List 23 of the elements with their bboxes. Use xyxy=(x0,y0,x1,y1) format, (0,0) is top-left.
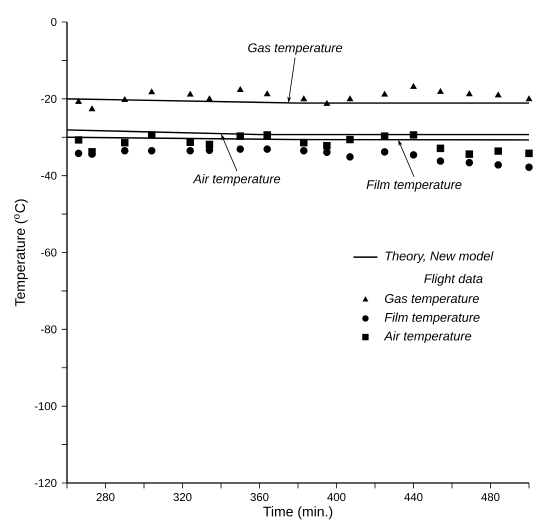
y-tick-label: -40 xyxy=(41,172,57,180)
y-tick-label: -20 xyxy=(41,94,57,103)
x-tick-label: 360 xyxy=(250,493,269,502)
y-tick-label: -80 xyxy=(41,325,57,334)
annotation: Film temperature xyxy=(366,180,462,192)
x-tick-label: 400 xyxy=(327,493,346,502)
legend-label: Gas temperature xyxy=(385,294,479,306)
legend-label: Air temperature xyxy=(384,331,472,344)
x-axis-title: Time (min.) xyxy=(263,506,332,520)
x-tick-label: 480 xyxy=(481,493,500,502)
y-tick-label: 0 xyxy=(51,18,57,26)
y-tick-label: -100 xyxy=(34,402,57,410)
x-tick-label: 280 xyxy=(96,493,115,502)
annotation: Air temperature xyxy=(192,174,280,186)
x-tick-label: 320 xyxy=(173,493,192,502)
legend-title: Flight data xyxy=(424,274,483,286)
legend-label: Film temperature xyxy=(384,312,480,324)
y-axis-title: Temperature ($^{o}$C) xyxy=(14,199,28,306)
x-tick-label: 440 xyxy=(404,493,423,502)
y-tick-label: -120 xyxy=(34,478,57,488)
legend-label: Theory, New model xyxy=(386,251,494,264)
y-tick-label: -60 xyxy=(41,248,57,257)
annotation: Gas temperature xyxy=(248,43,342,55)
